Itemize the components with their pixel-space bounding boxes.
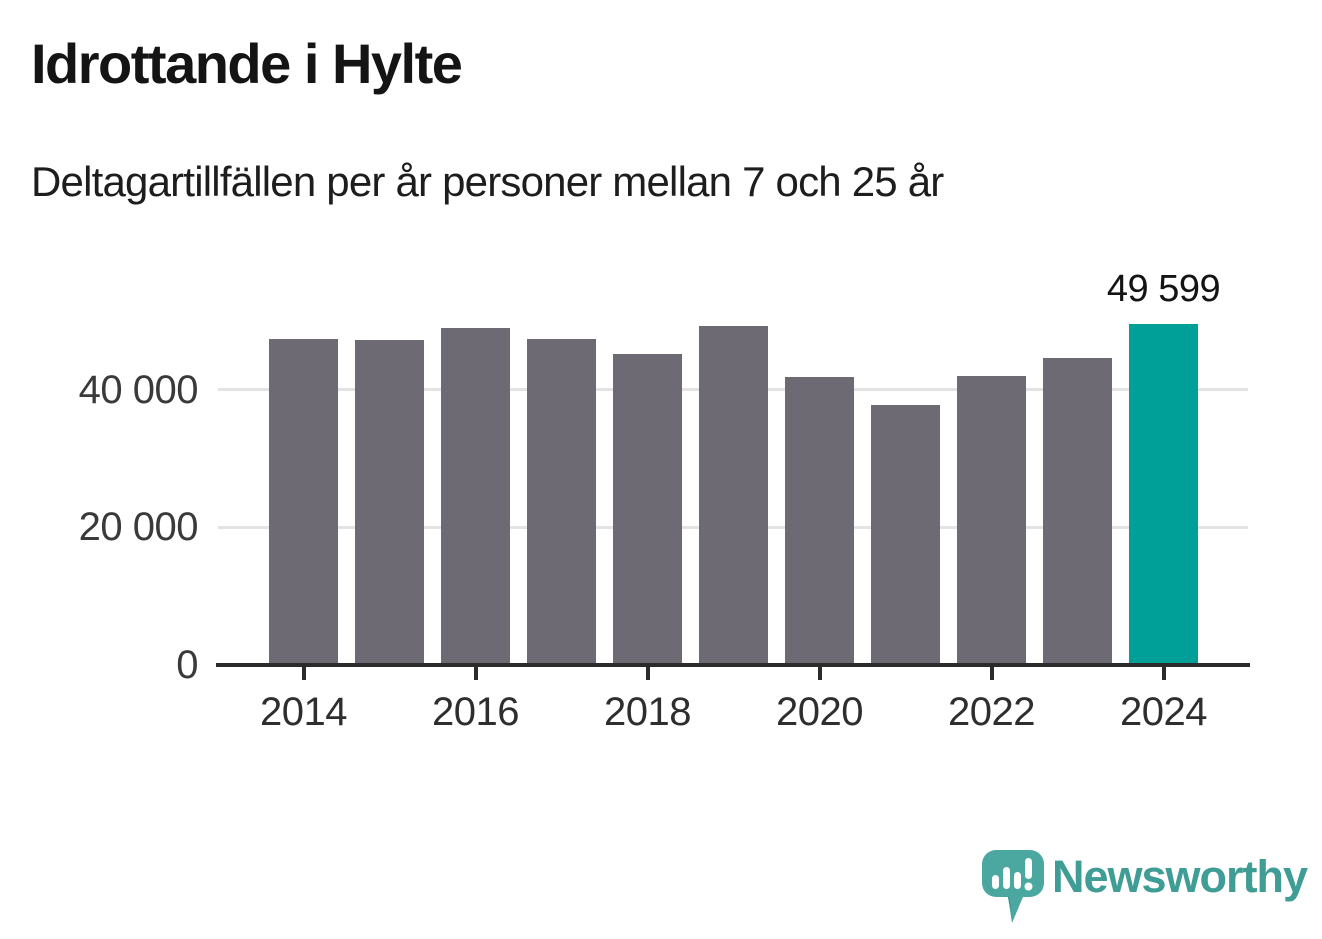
x-axis-label-2022: 2022 bbox=[948, 690, 1035, 734]
bar-2014 bbox=[269, 339, 338, 665]
x-tick-2022 bbox=[989, 667, 994, 680]
bar-2019 bbox=[699, 325, 768, 665]
y-axis-label-20000: 20 000 bbox=[78, 505, 199, 550]
bar-2021 bbox=[871, 405, 940, 665]
chart-title: Idrottande i Hylte bbox=[31, 32, 463, 95]
x-axis-label-2016: 2016 bbox=[432, 690, 519, 734]
bar-2023 bbox=[1043, 357, 1112, 665]
x-axis-label-2018: 2018 bbox=[604, 690, 691, 734]
x-tick-2018 bbox=[645, 667, 650, 680]
x-tick-2016 bbox=[473, 667, 478, 680]
x-axis-label-2020: 2020 bbox=[776, 690, 863, 734]
x-tick-2024 bbox=[1161, 667, 1166, 680]
bar-2022 bbox=[957, 375, 1026, 665]
highlight-value-label: 49 599 bbox=[1106, 267, 1221, 310]
x-tick-2014 bbox=[301, 667, 306, 680]
y-axis-label-40000: 40 000 bbox=[78, 367, 199, 412]
newsworthy-brand-text: Newsworthy bbox=[1052, 851, 1308, 902]
bar-2018 bbox=[613, 354, 682, 665]
x-tick-2020 bbox=[817, 667, 822, 680]
bar-2024 bbox=[1129, 323, 1198, 665]
bar-2016 bbox=[441, 327, 510, 665]
bar-2017 bbox=[527, 338, 596, 665]
x-axis-label-2014: 2014 bbox=[260, 690, 347, 734]
x-axis-line bbox=[216, 663, 1250, 667]
y-axis-label-0: 0 bbox=[176, 643, 198, 687]
speech-bubble-bar-chart-icon bbox=[982, 850, 1044, 923]
bar-2020 bbox=[785, 377, 854, 665]
chart-subtitle: Deltagartillfällen per år personer mella… bbox=[31, 158, 944, 205]
bar-2015 bbox=[355, 340, 424, 665]
newsworthy-logo: Newsworthy bbox=[982, 850, 1308, 924]
x-axis-label-2024: 2024 bbox=[1120, 690, 1207, 734]
